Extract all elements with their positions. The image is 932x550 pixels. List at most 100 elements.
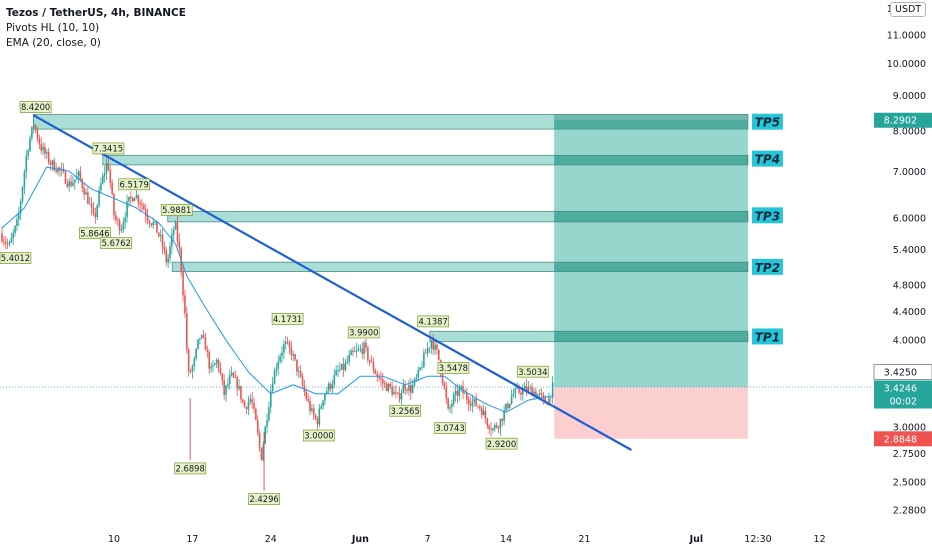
candle-body bbox=[55, 170, 57, 173]
candle-body bbox=[94, 213, 97, 218]
candle-body bbox=[16, 219, 18, 226]
candle-body bbox=[227, 383, 229, 386]
candle-body bbox=[64, 171, 67, 184]
pivot-label-box bbox=[92, 142, 125, 155]
currency-button[interactable]: USDT bbox=[890, 2, 927, 17]
tp-label-4[interactable]: TP4 bbox=[751, 150, 783, 167]
tp-label-5[interactable]: TP5 bbox=[751, 113, 783, 130]
candle-body bbox=[243, 401, 246, 408]
candle-body bbox=[406, 389, 408, 391]
candle-body bbox=[417, 369, 420, 378]
time-tick: 21 bbox=[578, 534, 590, 545]
indicator-pivots[interactable]: Pivots HL (10, 10) bbox=[6, 22, 100, 34]
candle-body bbox=[290, 347, 293, 356]
candle-body bbox=[57, 167, 59, 173]
candle-body bbox=[158, 232, 160, 237]
pivot-label: 3.2565 bbox=[389, 404, 422, 417]
candle-body bbox=[372, 362, 375, 371]
tp-label-text: TP1 bbox=[755, 330, 780, 344]
candle-body bbox=[161, 235, 164, 247]
symbol-title[interactable]: Tezos / TetherUS, 4h, BINANCE bbox=[6, 7, 186, 19]
candle-body bbox=[8, 242, 11, 245]
candle-body bbox=[389, 383, 392, 387]
trendline[interactable] bbox=[32, 114, 632, 451]
candle-body bbox=[411, 385, 414, 393]
candle-body bbox=[133, 197, 136, 202]
candle-body bbox=[141, 204, 143, 206]
candle-body bbox=[232, 372, 235, 378]
candle-body bbox=[318, 408, 321, 425]
candle-body bbox=[66, 183, 69, 187]
candle-body bbox=[340, 364, 343, 370]
candle-body bbox=[266, 419, 268, 427]
candle-body bbox=[434, 344, 436, 350]
pivot-label-box bbox=[347, 326, 380, 339]
candle-body bbox=[238, 385, 240, 389]
tp-label-3[interactable]: TP3 bbox=[751, 207, 783, 224]
candle-body bbox=[225, 385, 227, 395]
pivot-label-box bbox=[517, 365, 549, 378]
candle-body bbox=[111, 182, 113, 195]
pivot-label-box bbox=[248, 493, 280, 505]
pivot-label-box bbox=[417, 315, 450, 328]
price-tick: 9.0000 bbox=[893, 91, 926, 102]
candle-body bbox=[499, 418, 502, 429]
candle-body bbox=[531, 387, 533, 396]
candle-body bbox=[143, 205, 145, 210]
candle-body bbox=[103, 173, 106, 176]
candle-body bbox=[507, 403, 509, 409]
indicator-ema[interactable]: EMA (20, close, 0) bbox=[6, 37, 101, 49]
candle-body bbox=[479, 406, 481, 409]
candle-body bbox=[320, 406, 322, 409]
candle-body bbox=[441, 373, 444, 384]
pivot-label: 5.8646 bbox=[79, 227, 111, 240]
candle-body bbox=[331, 384, 334, 389]
time-tick: 12:30 bbox=[744, 534, 771, 545]
candle-body bbox=[163, 246, 166, 251]
tp-label-1[interactable]: TP1 bbox=[751, 328, 783, 345]
candle-body bbox=[365, 342, 367, 348]
candle-body bbox=[380, 378, 382, 380]
candle-body bbox=[120, 229, 123, 231]
candle-body bbox=[337, 370, 339, 372]
candle-body bbox=[277, 361, 280, 369]
candle-body bbox=[255, 408, 257, 420]
pivot-label: 8.4200 bbox=[19, 101, 52, 113]
pivot-label-box bbox=[79, 227, 111, 240]
candle-body bbox=[107, 163, 110, 171]
candle-body bbox=[445, 387, 448, 399]
price-tick: 8.0000 bbox=[893, 127, 926, 138]
ema-line[interactable] bbox=[1, 166, 554, 413]
pivot-value: 5.8646 bbox=[80, 228, 109, 238]
price-axis[interactable] bbox=[872, 0, 932, 550]
pivot-label: 5.4012 bbox=[0, 252, 32, 264]
candle-body bbox=[482, 410, 485, 416]
candle-body bbox=[53, 160, 56, 171]
candle-body bbox=[182, 270, 184, 296]
candle-body bbox=[286, 341, 289, 343]
candle-body bbox=[312, 408, 315, 416]
candle-body bbox=[283, 343, 285, 353]
pivot-value: 3.0743 bbox=[435, 423, 464, 433]
pivot-value: 2.6898 bbox=[176, 464, 205, 474]
candle-body bbox=[126, 201, 128, 218]
pivot-label-box bbox=[389, 404, 422, 417]
candle-body bbox=[156, 221, 158, 233]
chart-header: Tezos / TetherUS, 4h, BINANCE Pivots HL … bbox=[6, 6, 186, 51]
candle-body bbox=[273, 370, 276, 385]
candle-body bbox=[4, 242, 7, 244]
pivot-value: 4.1731 bbox=[273, 314, 302, 324]
candle-body bbox=[146, 215, 149, 221]
pivot-label-box bbox=[437, 362, 470, 374]
candle-body bbox=[520, 392, 522, 395]
pivot-label-box bbox=[174, 462, 207, 475]
pivot-value: 3.9900 bbox=[349, 328, 378, 338]
tp-label-2[interactable]: TP2 bbox=[751, 258, 783, 275]
candle-body bbox=[268, 407, 270, 420]
candle-body bbox=[223, 379, 225, 395]
pivot-label: 3.0743 bbox=[434, 422, 466, 434]
candle-body bbox=[253, 402, 255, 409]
candle-body bbox=[60, 168, 63, 170]
